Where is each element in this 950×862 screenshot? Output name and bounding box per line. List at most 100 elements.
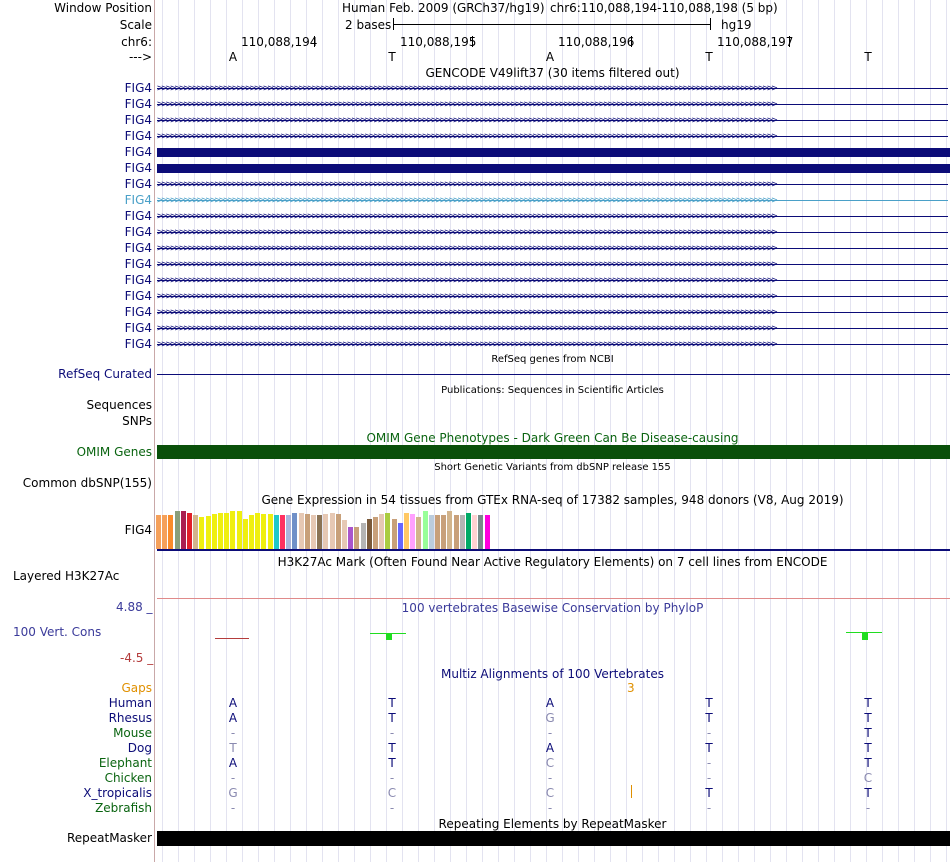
gtex-tissue-bar[interactable] (485, 515, 490, 549)
species-label[interactable]: Dog (127, 741, 152, 755)
gtex-tissue-bar[interactable] (398, 523, 403, 549)
refseq-gene-line[interactable] (157, 374, 950, 375)
gtex-tissue-bar[interactable] (330, 513, 335, 549)
gtex-tissue-bar[interactable] (292, 513, 297, 549)
gtex-tissue-bar[interactable] (168, 515, 173, 549)
gencode-item-label[interactable]: FIG4 (124, 177, 152, 191)
gtex-tissue-bar[interactable] (404, 513, 409, 549)
gencode-item-label[interactable]: FIG4 (124, 241, 152, 255)
gencode-intron-arrows[interactable]: >>>>>>>>>>>>>>>>>>>>>>>>>>>>>>>>>>>>>>>>… (157, 180, 948, 189)
gap-count[interactable]: 3 (627, 681, 635, 695)
gencode-item-label[interactable]: FIG4 (124, 257, 152, 271)
species-label[interactable]: Human (108, 696, 152, 710)
gtex-tissue-bar[interactable] (156, 515, 161, 549)
gtex-tissue-bar[interactable] (361, 523, 366, 549)
gtex-tissue-bar[interactable] (193, 515, 198, 549)
gtex-tissue-bar[interactable] (466, 513, 471, 549)
gencode-intron-arrows[interactable]: >>>>>>>>>>>>>>>>>>>>>>>>>>>>>>>>>>>>>>>>… (157, 292, 948, 301)
gtex-tissue-bar[interactable] (323, 514, 328, 549)
gencode-intron-arrows[interactable]: >>>>>>>>>>>>>>>>>>>>>>>>>>>>>>>>>>>>>>>>… (157, 100, 948, 109)
gtex-tissue-bar[interactable] (354, 527, 359, 549)
gtex-tissue-bar[interactable] (286, 515, 291, 549)
gtex-tissue-bar[interactable] (274, 515, 279, 549)
gtex-tissue-bar[interactable] (373, 517, 378, 549)
refseq-track-label[interactable]: RefSeq Curated (58, 367, 152, 381)
gtex-tissue-bar[interactable] (478, 515, 483, 549)
gencode-intron-arrows[interactable]: >>>>>>>>>>>>>>>>>>>>>>>>>>>>>>>>>>>>>>>>… (157, 260, 948, 269)
strand-label[interactable]: ---> (128, 50, 152, 64)
gtex-tissue-bar[interactable] (268, 514, 273, 549)
gtex-tissue-bar[interactable] (305, 514, 310, 549)
repeatmasker-feature-bar[interactable] (157, 831, 950, 846)
gencode-intron-arrows[interactable]: >>>>>>>>>>>>>>>>>>>>>>>>>>>>>>>>>>>>>>>>… (157, 340, 948, 349)
gtex-tissue-bar[interactable] (237, 511, 242, 549)
gtex-tissue-bar[interactable] (255, 513, 260, 549)
gencode-item-label[interactable]: FIG4 (124, 209, 152, 223)
gencode-item-label[interactable]: FIG4 (124, 273, 152, 287)
gtex-tissue-bar[interactable] (199, 517, 204, 549)
gtex-track-label[interactable]: FIG4 (124, 523, 152, 537)
gtex-tissue-bar[interactable] (367, 519, 372, 549)
dbsnp-track-label[interactable]: Common dbSNP(155) (22, 476, 152, 490)
gencode-intron-arrows[interactable]: >>>>>>>>>>>>>>>>>>>>>>>>>>>>>>>>>>>>>>>>… (157, 212, 948, 221)
gtex-tissue-bar[interactable] (447, 511, 452, 549)
species-label[interactable]: Rhesus (108, 711, 152, 725)
gencode-intron-arrows[interactable]: >>>>>>>>>>>>>>>>>>>>>>>>>>>>>>>>>>>>>>>>… (157, 116, 948, 125)
gtex-tissue-bar[interactable] (181, 511, 186, 549)
gtex-tissue-bar[interactable] (342, 520, 347, 549)
gtex-tissue-bar[interactable] (348, 527, 353, 549)
gtex-tissue-bar[interactable] (249, 515, 254, 549)
gencode-intron-arrows[interactable]: >>>>>>>>>>>>>>>>>>>>>>>>>>>>>>>>>>>>>>>>… (157, 308, 948, 317)
gencode-intron-arrows[interactable]: >>>>>>>>>>>>>>>>>>>>>>>>>>>>>>>>>>>>>>>>… (157, 132, 948, 141)
gtex-tissue-bar[interactable] (472, 515, 477, 549)
gencode-item-label[interactable]: FIG4 (124, 129, 152, 143)
gtex-tissue-bar[interactable] (460, 515, 465, 549)
gencode-exon-bar[interactable] (157, 148, 950, 157)
gencode-intron-arrows[interactable]: >>>>>>>>>>>>>>>>>>>>>>>>>>>>>>>>>>>>>>>>… (157, 244, 948, 253)
gencode-item-label[interactable]: FIG4 (124, 289, 152, 303)
gencode-item-label[interactable]: FIG4 (124, 161, 152, 175)
gtex-tissue-bar[interactable] (230, 511, 235, 549)
gtex-tissue-bar[interactable] (423, 511, 428, 549)
h3k27ac-track-label[interactable]: Layered H3K27Ac (13, 569, 120, 583)
gtex-tissue-bar[interactable] (212, 514, 217, 549)
gtex-tissue-bar[interactable] (261, 514, 266, 549)
repeatmasker-track-label[interactable]: RepeatMasker (66, 831, 152, 845)
position-readout[interactable]: chr6:110,088,194-110,088,198 (5 bp) (550, 1, 778, 15)
gencode-item-label[interactable]: FIG4 (124, 81, 152, 95)
gtex-tissue-bar[interactable] (299, 513, 304, 549)
species-label[interactable]: Zebrafish (95, 801, 152, 815)
gtex-tissue-bar[interactable] (385, 513, 390, 549)
gencode-intron-arrows[interactable]: >>>>>>>>>>>>>>>>>>>>>>>>>>>>>>>>>>>>>>>>… (157, 276, 948, 285)
gtex-tissue-bar[interactable] (206, 516, 211, 549)
species-label[interactable]: Chicken (104, 771, 152, 785)
gtex-tissue-bar[interactable] (441, 515, 446, 549)
phylop-track-label[interactable]: 100 Vert. Cons (13, 625, 102, 639)
gencode-item-label[interactable]: FIG4 (124, 193, 152, 207)
gencode-item-label[interactable]: FIG4 (124, 113, 152, 127)
species-label[interactable]: Mouse (113, 726, 152, 740)
gencode-intron-arrows[interactable]: >>>>>>>>>>>>>>>>>>>>>>>>>>>>>>>>>>>>>>>>… (157, 228, 948, 237)
pubs-snps-label[interactable]: SNPs (122, 414, 152, 428)
gencode-item-label[interactable]: FIG4 (124, 97, 152, 111)
gtex-tissue-bar[interactable] (392, 519, 397, 549)
species-label[interactable]: Elephant (98, 756, 152, 770)
gencode-item-label[interactable]: FIG4 (124, 321, 152, 335)
gtex-tissue-bar[interactable] (429, 515, 434, 549)
gtex-tissue-bar[interactable] (336, 514, 341, 549)
gtex-tissue-bar[interactable] (280, 515, 285, 549)
gtex-tissue-bar[interactable] (311, 515, 316, 549)
gtex-tissue-bar[interactable] (175, 511, 180, 549)
gtex-tissue-bar[interactable] (317, 515, 322, 549)
gtex-tissue-bar[interactable] (454, 515, 459, 549)
gtex-tissue-bar[interactable] (410, 514, 415, 549)
gtex-tissue-bar[interactable] (243, 519, 248, 549)
gtex-tissue-bar[interactable] (416, 517, 421, 549)
gtex-tissue-bar[interactable] (187, 513, 192, 549)
gencode-intron-arrows[interactable]: >>>>>>>>>>>>>>>>>>>>>>>>>>>>>>>>>>>>>>>>… (157, 196, 948, 205)
gtex-tissue-bar[interactable] (218, 513, 223, 549)
gencode-item-label[interactable]: FIG4 (124, 305, 152, 319)
gencode-exon-bar[interactable] (157, 164, 950, 173)
species-label[interactable]: X_tropicalis (83, 786, 152, 800)
gtex-tissue-bar[interactable] (162, 515, 167, 549)
